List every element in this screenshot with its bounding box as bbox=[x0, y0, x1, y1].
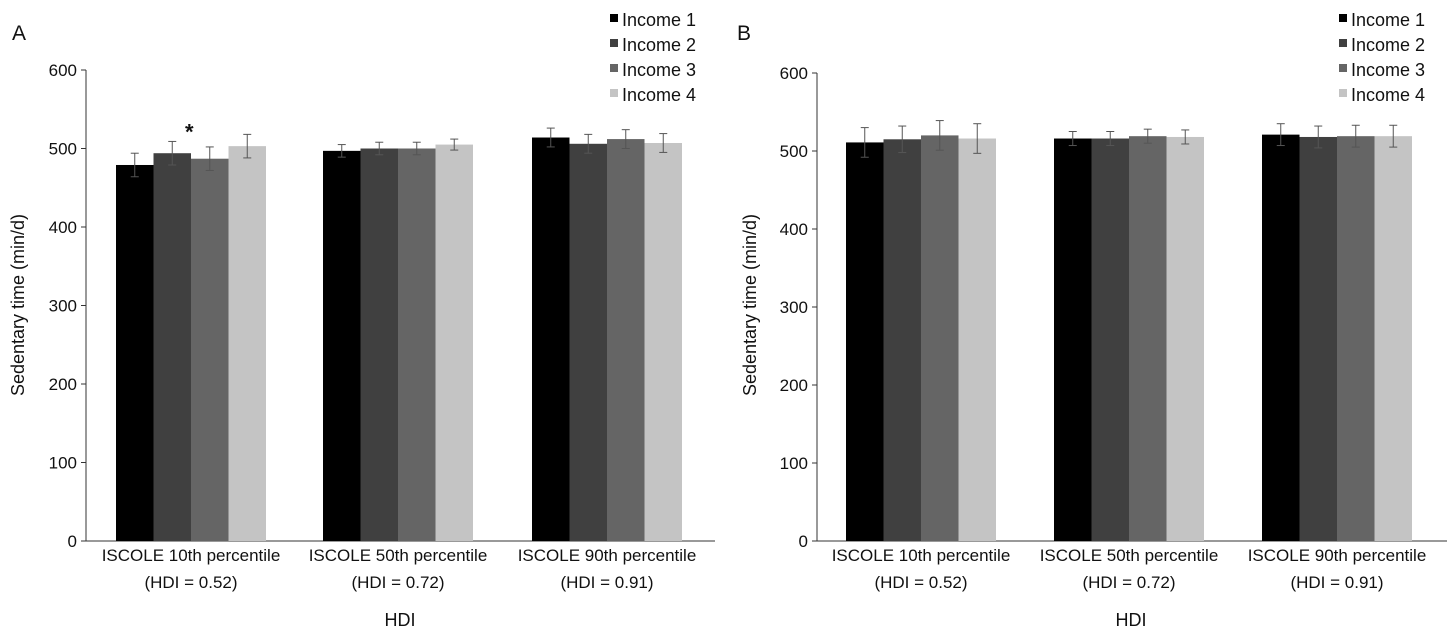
y-tick-label: 200 bbox=[780, 376, 808, 395]
y-tick-label: 200 bbox=[49, 375, 77, 394]
bar bbox=[435, 144, 473, 541]
panel-label: B bbox=[737, 22, 751, 45]
y-tick-label: 400 bbox=[780, 220, 808, 239]
y-tick-label: 0 bbox=[68, 532, 77, 551]
y-tick-label: 0 bbox=[799, 532, 808, 551]
bar bbox=[644, 143, 682, 541]
legend-label: Income 3 bbox=[622, 60, 696, 80]
y-tick-label: 500 bbox=[780, 142, 808, 161]
legend-label: Income 4 bbox=[1351, 85, 1425, 105]
legend-swatch bbox=[610, 14, 618, 22]
x-tick-label: (HDI = 0.52) bbox=[874, 573, 967, 592]
panel-label: A bbox=[12, 22, 26, 45]
bar bbox=[191, 158, 229, 541]
bar bbox=[1091, 138, 1129, 541]
bar bbox=[1166, 136, 1204, 541]
x-tick-label: (HDI = 0.91) bbox=[560, 573, 653, 592]
bar bbox=[398, 148, 436, 541]
legend-label: Income 1 bbox=[622, 10, 696, 30]
legend-swatch bbox=[1339, 14, 1347, 22]
bar bbox=[360, 148, 398, 541]
legend-label: Income 3 bbox=[1351, 60, 1425, 80]
bar bbox=[921, 135, 959, 541]
bar bbox=[1054, 138, 1092, 541]
bar bbox=[1374, 136, 1412, 541]
y-axis-title: Sedentary time (min/d) bbox=[740, 214, 760, 396]
bar bbox=[846, 142, 884, 542]
significance-marker: * bbox=[185, 119, 194, 144]
y-axis-title: Sedentary time (min/d) bbox=[8, 214, 28, 396]
y-tick-label: 300 bbox=[780, 298, 808, 317]
bar bbox=[532, 137, 570, 541]
x-tick-label: ISCOLE 10th percentile bbox=[102, 546, 281, 565]
x-tick-label: ISCOLE 10th percentile bbox=[832, 546, 1011, 565]
x-tick-label: ISCOLE 90th percentile bbox=[1248, 546, 1427, 565]
x-tick-label: (HDI = 0.72) bbox=[351, 573, 444, 592]
y-tick-label: 500 bbox=[49, 140, 77, 159]
legend-swatch bbox=[610, 39, 618, 47]
x-axis-title: HDI bbox=[1116, 610, 1147, 630]
bar bbox=[883, 139, 921, 542]
bar bbox=[1337, 136, 1375, 541]
x-tick-label: (HDI = 0.52) bbox=[144, 573, 237, 592]
y-tick-label: 300 bbox=[49, 297, 77, 316]
y-tick-label: 600 bbox=[780, 64, 808, 83]
legend-swatch bbox=[1339, 89, 1347, 97]
legend-swatch bbox=[1339, 64, 1347, 72]
y-tick-label: 100 bbox=[49, 454, 77, 473]
legend-label: Income 2 bbox=[1351, 35, 1425, 55]
bar bbox=[1262, 134, 1300, 541]
bar bbox=[228, 146, 266, 541]
legend-label: Income 2 bbox=[622, 35, 696, 55]
legend-swatch bbox=[1339, 39, 1347, 47]
bar bbox=[1299, 136, 1337, 541]
legend-label: Income 1 bbox=[1351, 10, 1425, 30]
bar bbox=[569, 143, 607, 542]
x-tick-label: (HDI = 0.91) bbox=[1290, 573, 1383, 592]
legend-swatch bbox=[610, 89, 618, 97]
bar bbox=[323, 150, 361, 542]
bar bbox=[1129, 136, 1167, 541]
bar bbox=[116, 164, 154, 542]
y-tick-label: 100 bbox=[780, 454, 808, 473]
legend-label: Income 4 bbox=[622, 85, 696, 105]
bar bbox=[607, 139, 645, 541]
bar bbox=[153, 153, 191, 541]
bar bbox=[958, 138, 996, 541]
x-tick-label: ISCOLE 50th percentile bbox=[309, 546, 488, 565]
x-tick-label: ISCOLE 50th percentile bbox=[1040, 546, 1219, 565]
y-tick-label: 400 bbox=[49, 218, 77, 237]
legend-swatch bbox=[610, 64, 618, 72]
x-axis-title: HDI bbox=[385, 610, 416, 630]
x-tick-label: (HDI = 0.72) bbox=[1082, 573, 1175, 592]
y-tick-label: 600 bbox=[49, 61, 77, 80]
x-tick-label: ISCOLE 90th percentile bbox=[518, 546, 697, 565]
